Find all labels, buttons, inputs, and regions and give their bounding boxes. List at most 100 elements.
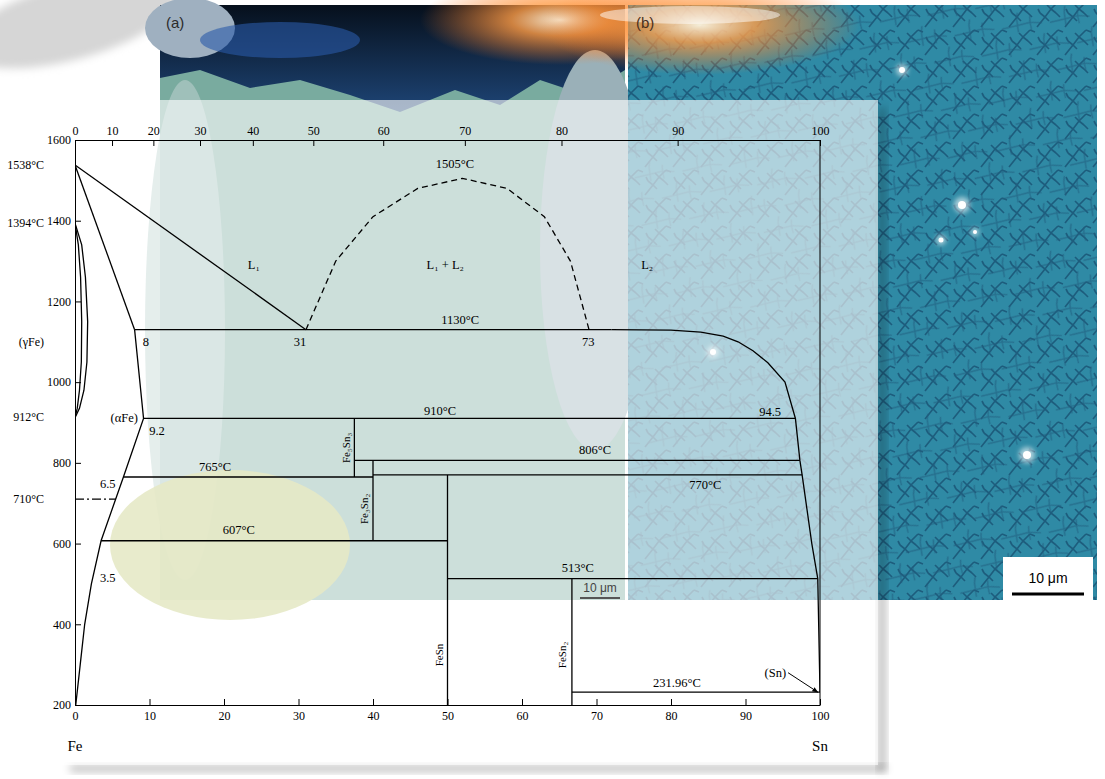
tick: 50 (442, 699, 454, 723)
tick-label: 30 (293, 709, 305, 723)
tick: 20 (219, 699, 231, 723)
tick-mark (75, 463, 81, 464)
phase-boundary (75, 165, 135, 330)
particle-glow (954, 197, 970, 213)
tick-label: 1000 (47, 375, 71, 389)
annotation: 513°C (562, 561, 594, 575)
tick: 70 (459, 124, 471, 146)
tick-mark (299, 699, 300, 705)
annotation: L₁ + L₂ (427, 258, 464, 272)
phase-boundary (101, 540, 447, 541)
tick-label: 400 (53, 618, 71, 632)
annotation: 765°C (199, 460, 231, 474)
tick: 800 (53, 456, 81, 470)
card-shadow (70, 765, 886, 772)
x2-axis: 0 10 20 30 40 50 60 70 80 90 100 (73, 124, 830, 146)
particle-glow (896, 64, 908, 76)
phase-boundary (372, 460, 373, 540)
y-axis-line (75, 141, 76, 706)
tick: 30 (195, 124, 207, 146)
annotation: 231.96°C (653, 676, 701, 690)
panel-letter: (b) (636, 14, 654, 31)
tick-label: 70 (459, 124, 471, 138)
panel-letter: (a) (166, 14, 184, 31)
annotation: 8 (143, 335, 149, 349)
tick-mark (224, 699, 225, 705)
tick: 80 (666, 699, 678, 723)
tick: 10 (144, 699, 156, 723)
tick: 400 (53, 618, 81, 632)
tick: 90 (672, 124, 684, 146)
tick-label: 20 (148, 124, 160, 138)
tick: 1600 (47, 133, 81, 147)
tick-mark (75, 544, 81, 545)
tick-label: 90 (672, 124, 684, 138)
annotation: 6.5 (100, 477, 116, 491)
phase-boundary (123, 476, 373, 477)
y-mark-labels: 1538°C1394°C(γFe)912°C710°C (7, 158, 44, 506)
tick-mark (597, 699, 598, 705)
tick-mark (678, 140, 679, 146)
tick-mark (200, 140, 201, 146)
phase-boundary (572, 691, 820, 692)
tick-label: 10 (144, 709, 156, 723)
tick-label: 60 (517, 709, 529, 723)
tick: 10 (107, 124, 119, 146)
component-labels: FeSn (68, 738, 829, 754)
tick-label: 100 (812, 124, 830, 138)
card-shadow (878, 108, 886, 771)
tick-mark (253, 140, 254, 146)
annotation: 9.2 (149, 424, 165, 438)
phase-lines (75, 165, 820, 705)
tick-label: 0 (73, 709, 79, 723)
tick-mark (522, 699, 523, 705)
phase-boundary (75, 165, 306, 330)
annotation: L₂ (641, 258, 653, 272)
annotation: 31 (294, 335, 307, 349)
phase-boundary (354, 418, 355, 477)
tick-label: 50 (442, 709, 454, 723)
phase-boundary (75, 223, 82, 418)
tick-label: 30 (195, 124, 207, 138)
tick-label: 40 (247, 124, 259, 138)
y-mark-label: 1538°C (7, 158, 44, 172)
tick-label: 10 (107, 124, 119, 138)
annotation: L₁ (248, 258, 260, 272)
tick: 1200 (47, 295, 81, 309)
x-axis-line (76, 705, 821, 706)
tick-label: 800 (53, 456, 71, 470)
tick-mark (373, 699, 374, 705)
phase-boundary (447, 475, 448, 705)
tick-mark (383, 140, 384, 146)
tick-label: 90 (740, 709, 752, 723)
leader-line (788, 673, 818, 692)
scale-bar-label: 10 μm (583, 581, 617, 595)
tick-mark (465, 140, 466, 146)
tick-label: 60 (378, 124, 390, 138)
y-mark-label: (γFe) (19, 335, 44, 349)
tick-label: 50 (308, 124, 320, 138)
plot-frame (820, 140, 821, 705)
tick: 200 (53, 698, 81, 712)
tick-label: 1600 (47, 133, 71, 147)
tick-label: 1200 (47, 295, 71, 309)
y-mark-label: 710°C (13, 492, 44, 506)
particle (899, 67, 905, 73)
tick-mark (671, 699, 672, 705)
phase-boundary (373, 474, 802, 475)
tick: 1000 (47, 375, 81, 389)
annotation: (αFe) (110, 411, 137, 425)
y-axis: 2004006008001000120014001600 (47, 133, 81, 712)
tick: 20 (148, 124, 160, 146)
phase-label: Fe₅Sn₃ (340, 433, 352, 463)
phase-boundary (611, 330, 820, 692)
tick-label: 0 (73, 124, 79, 138)
tick: 50 (308, 124, 320, 146)
phase-boundary (306, 178, 589, 329)
tick-mark (75, 624, 81, 625)
tick: 80 (556, 124, 568, 146)
annotation: 3.5 (100, 571, 116, 585)
annotation: 770°C (689, 478, 721, 492)
tick: 40 (247, 124, 259, 146)
tick: 60 (517, 699, 529, 723)
